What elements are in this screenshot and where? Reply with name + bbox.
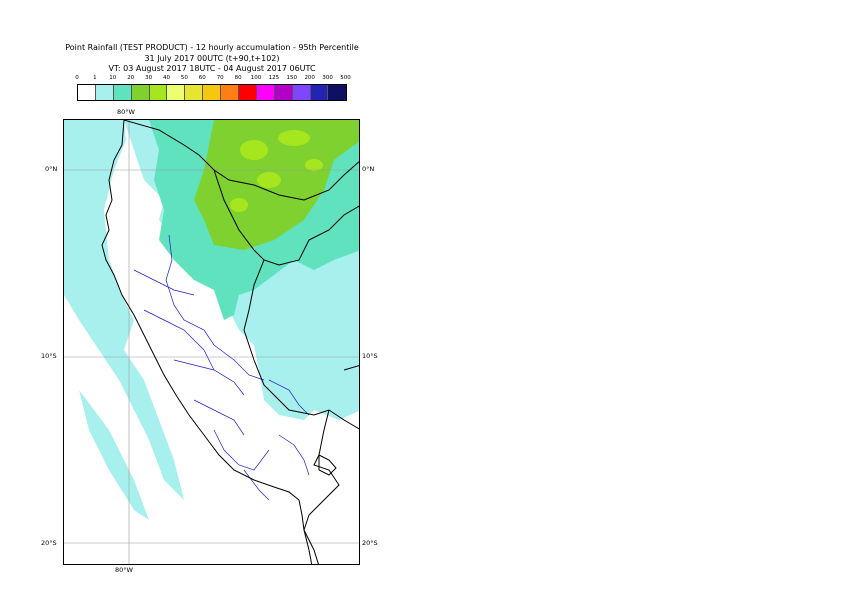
title-block: Point Rainfall (TEST PRODUCT) - 12 hourl… [62, 43, 362, 75]
legend-swatch [256, 85, 275, 100]
rain-heavier-spot-2 [278, 130, 310, 146]
lat-label-10s-right: 10°S [362, 352, 378, 360]
lat-label-10s-left: 10°S [41, 352, 57, 360]
legend-threshold-label: 10 [109, 75, 117, 81]
admin-boundary-5 [173, 359, 245, 396]
admin-boundary-3 [143, 309, 215, 371]
map-frame [63, 119, 360, 565]
admin-boundary-8 [268, 379, 310, 416]
border-peru-brazil [243, 259, 359, 430]
legend-swatch [310, 85, 329, 100]
legend-color-bar [77, 84, 348, 101]
legend-swatch [131, 85, 150, 100]
rain-heavier-spots [230, 130, 323, 212]
lat-label-20s-left: 20°S [41, 539, 57, 547]
legend-threshold-label: 50 [180, 75, 188, 81]
rain-heavier-spot-3 [257, 172, 281, 188]
legend-threshold-label: 20 [127, 75, 135, 81]
admin-boundary-1 [165, 234, 215, 346]
rainfall-map [64, 120, 359, 564]
country-outlines [101, 120, 359, 564]
title-line-2: 31 July 2017 00UTC (t+90,t+102) [144, 53, 280, 63]
lat-label-20s-right: 20°S [362, 539, 378, 547]
border-ecuador-colombia [123, 120, 359, 201]
legend-swatch [185, 85, 204, 100]
gridlines [64, 120, 359, 564]
border-peru-bolivia [303, 409, 340, 531]
admin-boundary-6 [193, 399, 245, 436]
legend-swatch [292, 85, 311, 100]
rain-light-ocean-band [64, 120, 184, 500]
admin-boundary-9 [278, 434, 310, 476]
lat-label-0-left: 0°N [45, 165, 58, 173]
border-peru-colombia [213, 169, 359, 266]
legend-threshold-label: 0 [75, 75, 79, 81]
rain-light-strip-a [79, 390, 149, 520]
legend-swatch [167, 85, 186, 100]
legend-threshold-label: 125 [268, 75, 280, 81]
legend-swatch [203, 85, 222, 100]
rain-heavier-spot-4 [230, 198, 248, 212]
legend-threshold-label: 40 [163, 75, 170, 81]
legend-threshold-label: 80 [234, 75, 242, 81]
admin-boundaries [133, 234, 310, 501]
coastline-peru-ecuador [101, 120, 313, 564]
rain-heavier-spot-1 [240, 140, 268, 160]
title-line-3: VT: 03 August 2017 18UTC - 04 August 201… [108, 64, 316, 73]
legend-threshold-labels: 0 1 10 20 30 40 50 60 70 80 100 125 150 200 300 500 [75, 75, 351, 83]
legend-threshold-label: 150 [286, 75, 298, 81]
lake-titicaca [318, 454, 337, 476]
legend-swatch [239, 85, 257, 100]
legend-swatch [113, 85, 132, 100]
title-line-1: Point Rainfall (TEST PRODUCT) - 12 hourl… [65, 43, 359, 52]
legend-threshold-label: 500 [340, 75, 351, 81]
legend-threshold-label: 30 [145, 75, 153, 81]
legend-swatch [149, 85, 168, 100]
lon-label-bottom: 80°W [115, 566, 133, 574]
admin-boundary-2 [133, 269, 195, 296]
border-bolivia-chile [303, 529, 319, 564]
legend-threshold-label: 70 [216, 75, 224, 81]
legend-threshold-label: 1 [93, 75, 97, 81]
rain-moderate-coast [159, 120, 179, 160]
legend-threshold-label: 200 [304, 75, 315, 81]
legend-swatch [78, 85, 96, 100]
legend-swatch [328, 85, 347, 100]
legend-threshold-label: 100 [250, 75, 262, 81]
legend-swatch [221, 85, 240, 100]
color-legend: 0 1 10 20 30 40 50 60 70 80 100 125 150 200 300 500 [75, 75, 351, 103]
admin-boundary-7 [213, 429, 270, 471]
rain-heavier-spot-5 [305, 159, 323, 171]
legend-threshold-label: 300 [322, 75, 333, 81]
lat-label-0-right: 0°N [362, 165, 375, 173]
legend-swatch [274, 85, 293, 100]
admin-boundary-10 [243, 469, 270, 501]
border-bolivia-brazil [343, 365, 359, 371]
lon-label-top: 80°W [117, 108, 135, 116]
admin-boundary-4 [213, 344, 265, 381]
legend-swatch [95, 85, 114, 100]
legend-threshold-label: 60 [198, 75, 206, 81]
